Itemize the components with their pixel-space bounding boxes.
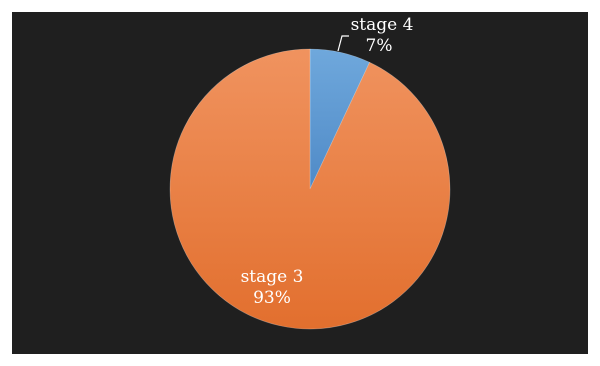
pie-slices — [169, 48, 451, 330]
stage-4-leader-line — [337, 35, 349, 52]
pie-slice-stage-4 — [309, 48, 371, 190]
slice-value-stage-3: 93% — [253, 288, 291, 308]
slice-label-stage-3: stage 3 — [241, 267, 304, 287]
pie-slice-stage-3 — [169, 48, 451, 330]
slice-label-stage-4: stage 4 — [351, 15, 414, 35]
slice-value-stage-4: 7% — [366, 36, 393, 56]
